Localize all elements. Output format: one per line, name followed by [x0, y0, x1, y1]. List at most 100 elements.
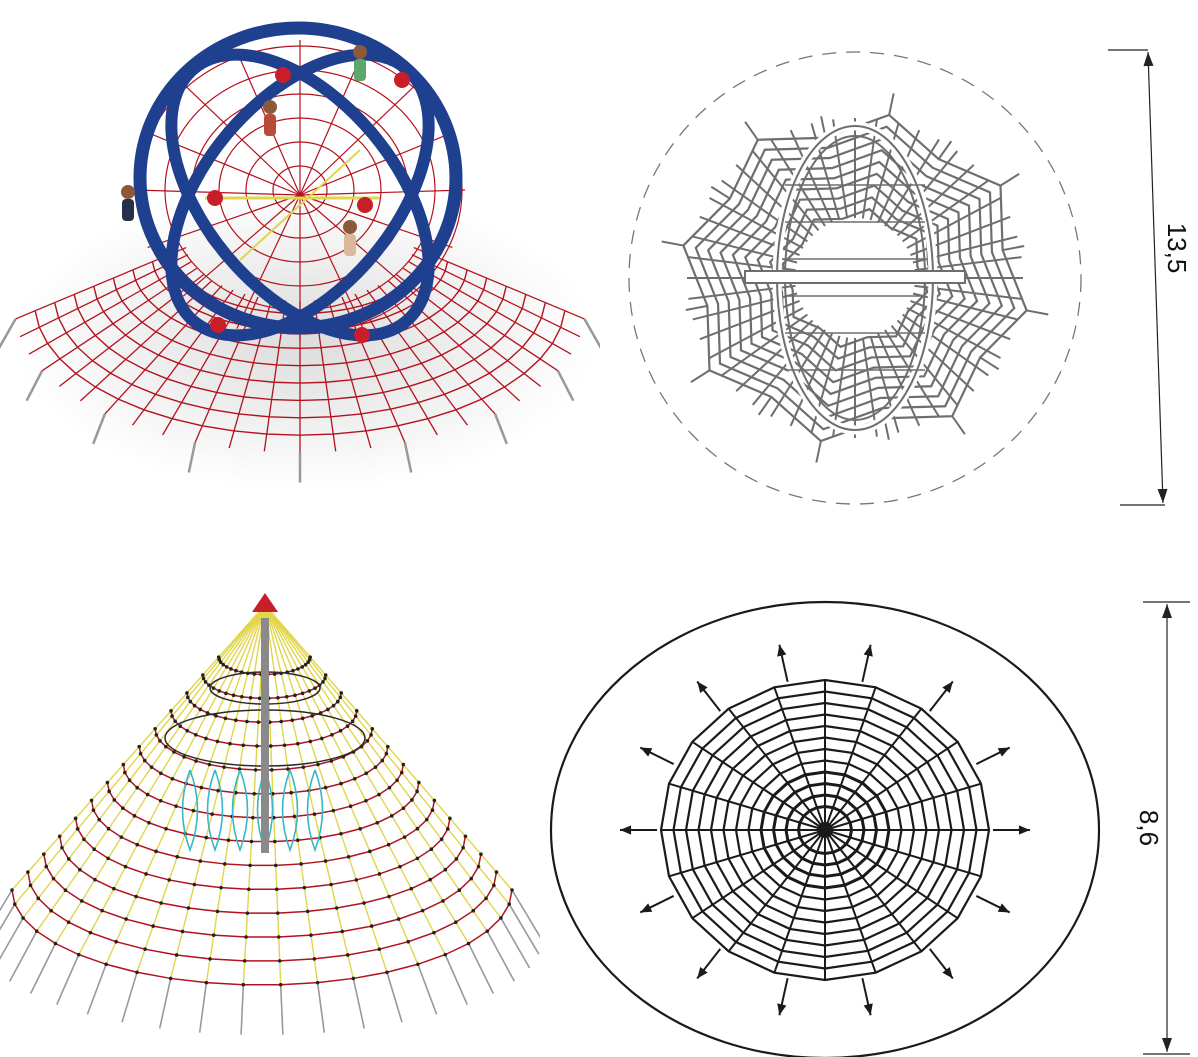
- rope-node: [358, 826, 363, 831]
- rope-node: [76, 952, 81, 957]
- rope-node: [248, 863, 252, 868]
- rope-node: [339, 691, 344, 695]
- rope-node: [167, 878, 171, 882]
- net-ring: [719, 149, 991, 407]
- cone-net-illustration: [0, 593, 540, 1035]
- child-head: [121, 185, 135, 199]
- rope-node: [208, 957, 212, 961]
- child-head: [263, 100, 277, 114]
- inner-ropes: [181, 769, 324, 853]
- rope-node: [364, 771, 368, 776]
- net-rope: [218, 117, 382, 263]
- rope-node: [158, 739, 162, 743]
- net-rope: [408, 261, 572, 355]
- rope-node: [430, 808, 435, 812]
- net-ring: [731, 160, 979, 396]
- rope-node: [401, 806, 406, 810]
- rope-node: [278, 982, 283, 987]
- rope-node: [42, 852, 46, 856]
- rope-node: [290, 718, 295, 723]
- rope-node: [242, 959, 247, 963]
- rope-node: [241, 743, 246, 748]
- rope-node: [215, 739, 220, 744]
- web-spoke: [824, 829, 923, 952]
- anchor-line: [1026, 309, 1049, 316]
- rope-node: [211, 686, 216, 690]
- rope-node: [127, 778, 132, 783]
- anchor-line: [815, 440, 822, 463]
- rope-node: [417, 780, 421, 785]
- rope-node: [88, 930, 93, 935]
- rope-node: [229, 667, 233, 671]
- rope-node: [82, 837, 86, 842]
- rope-node: [185, 691, 189, 695]
- rope-node: [296, 667, 300, 671]
- rope-node: [151, 924, 155, 928]
- rope-node: [277, 959, 282, 963]
- rope-node: [302, 885, 307, 890]
- rope-node: [170, 714, 174, 718]
- rope-node: [10, 888, 14, 892]
- anchor-line: [744, 121, 759, 141]
- center-post: [817, 822, 833, 838]
- rope-node: [123, 770, 127, 775]
- rope-node: [256, 720, 261, 724]
- sphere-net-plan-drawing: 13,5: [628, 49, 1192, 506]
- rope-node: [194, 733, 198, 737]
- rope-node: [457, 888, 462, 893]
- rope-node: [454, 857, 459, 861]
- anchor-arrow: [863, 1003, 873, 1016]
- rope-node: [180, 929, 185, 934]
- web-spoke: [727, 708, 826, 831]
- rope-node: [291, 668, 295, 673]
- rope-node: [207, 762, 212, 767]
- red-ring-rope: [11, 889, 513, 986]
- rope-node: [319, 736, 324, 741]
- rope-node: [369, 733, 373, 737]
- rope-node: [216, 788, 220, 793]
- rope-node: [279, 719, 284, 724]
- rope-node: [234, 718, 238, 723]
- rope-node: [224, 665, 229, 669]
- net-spoke: [789, 129, 833, 223]
- rope-node: [228, 741, 232, 746]
- anchor-line: [951, 415, 966, 435]
- anchor-arrow: [1018, 825, 1030, 835]
- rope-node: [134, 894, 138, 899]
- rope-node: [194, 759, 198, 763]
- rope-node: [492, 883, 496, 888]
- ground-anchor: [403, 442, 413, 473]
- net-spoke: [721, 313, 808, 377]
- rope-node: [75, 827, 80, 831]
- rope-node: [112, 886, 116, 891]
- rope-node: [53, 941, 58, 946]
- rope-node: [114, 939, 118, 944]
- net-spoke: [877, 333, 921, 427]
- rope-node: [339, 781, 343, 786]
- anchor-arrow: [942, 681, 953, 694]
- rope-node: [153, 726, 157, 731]
- cone-net-plan: 8,6: [540, 560, 1198, 1057]
- rope-node: [173, 719, 177, 724]
- rope-node: [135, 970, 139, 975]
- net-spoke: [869, 123, 900, 221]
- rope-node: [352, 777, 357, 781]
- rope-node: [424, 817, 429, 822]
- rope-node: [289, 790, 293, 795]
- rope-node: [429, 847, 434, 851]
- rope-node: [121, 806, 125, 810]
- net-rope: [299, 189, 466, 196]
- rope-node: [453, 920, 458, 925]
- rope-node: [93, 877, 97, 882]
- net-rope: [28, 261, 192, 355]
- anchor-line: [757, 396, 773, 416]
- cone-net-render: [0, 560, 540, 1057]
- anchor-arrow: [640, 747, 653, 757]
- rope-node: [365, 739, 370, 743]
- ground-anchor: [583, 318, 600, 349]
- rope-node: [252, 672, 257, 676]
- cyan-rope: [181, 769, 199, 853]
- net-skirt: [0, 246, 600, 483]
- net-spoke: [869, 335, 900, 433]
- rope-node: [214, 714, 218, 718]
